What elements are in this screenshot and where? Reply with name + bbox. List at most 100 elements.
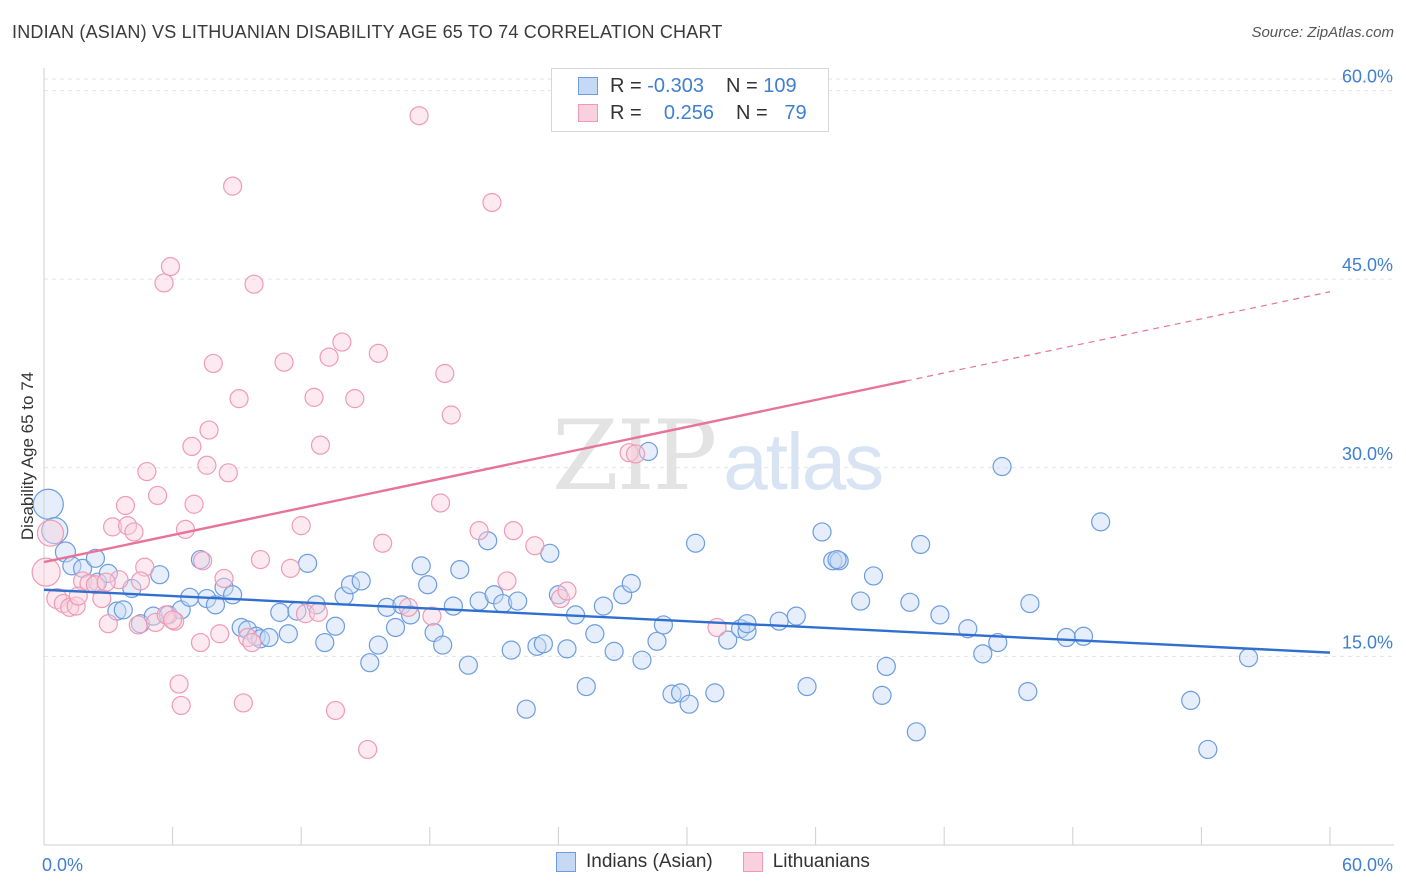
data-point (368, 635, 388, 655)
legend-item-lithuanians: Lithuanians (742, 851, 870, 873)
data-point (441, 405, 461, 425)
data-point (68, 586, 88, 606)
data-point (325, 616, 346, 636)
data-point (351, 571, 371, 591)
data-point (1238, 648, 1259, 668)
data-point (1018, 681, 1038, 702)
data-point (557, 581, 577, 601)
legend-n-label: N = (735, 101, 768, 124)
data-point (218, 463, 238, 483)
data-point (525, 536, 545, 556)
data-point (345, 389, 365, 409)
legend-swatch-blue (578, 77, 598, 95)
data-point (1091, 512, 1111, 532)
data-point (242, 632, 262, 653)
data-point (422, 606, 442, 626)
data-point (930, 605, 950, 625)
data-point (210, 624, 230, 644)
data-point (1181, 690, 1201, 711)
series-legend: Indians (Asian) Lithuanians (556, 851, 900, 873)
data-point (332, 332, 352, 352)
trend-line-lithuanians (43, 379, 906, 564)
data-point (593, 596, 614, 616)
data-point (270, 602, 290, 622)
data-point (797, 676, 817, 697)
data-point (214, 568, 234, 589)
data-point (223, 585, 243, 605)
data-point (171, 695, 191, 716)
data-point (184, 494, 204, 514)
data-point (175, 519, 196, 539)
y-tick-label: 60.0% (1342, 67, 1393, 87)
data-point (98, 614, 118, 634)
legend-item-label: Lithuanians (772, 851, 870, 872)
data-point (430, 493, 451, 513)
data-point (259, 627, 279, 648)
data-point (992, 456, 1012, 477)
data-point (647, 631, 667, 651)
x-tick-label-min: 0.0% (42, 855, 83, 875)
data-point (160, 257, 181, 277)
data-point (863, 566, 884, 586)
data-point (154, 273, 174, 293)
data-point (604, 641, 624, 661)
data-point (128, 615, 148, 635)
data-point (190, 632, 211, 653)
data-point (85, 548, 106, 568)
trend-line-indians-asian (43, 588, 1331, 654)
data-point (433, 635, 453, 655)
legend-row-indians-asian: R = -0.303 N = 109 (578, 73, 797, 99)
data-point (812, 522, 832, 542)
data-point (550, 588, 571, 609)
data-point (325, 700, 346, 721)
data-point (973, 644, 993, 664)
correlation-legend: R = -0.303 N = 109 R = 0.256 N = 79 (551, 68, 829, 132)
data-point (872, 685, 892, 705)
legend-n-label: N = (725, 74, 758, 97)
data-point (827, 549, 847, 570)
data-point (223, 176, 243, 196)
data-point (411, 556, 431, 576)
data-point (36, 519, 65, 547)
data-point (130, 571, 151, 591)
data-point (199, 420, 219, 440)
data-point (32, 488, 64, 520)
data-point (1056, 627, 1076, 648)
data-point (368, 343, 388, 363)
legend-n-value: 79 (784, 101, 807, 124)
data-point (193, 551, 213, 571)
data-point (197, 455, 217, 475)
data-point (102, 517, 123, 537)
data-point (632, 650, 652, 670)
gridlines (44, 78, 1394, 657)
legend-swatch-pink (742, 852, 763, 872)
data-point (31, 557, 61, 587)
data-point (482, 192, 502, 213)
y-tick-label: 30.0% (1342, 444, 1393, 464)
data-point (274, 352, 294, 372)
data-point (229, 389, 249, 409)
data-point (876, 656, 896, 677)
data-point (244, 274, 264, 294)
series-indians-asian-points (32, 441, 1259, 760)
data-point (786, 606, 806, 626)
data-point (443, 596, 463, 616)
data-point (705, 683, 725, 703)
data-point (298, 553, 318, 573)
data-point (625, 444, 646, 464)
data-point (310, 435, 331, 455)
source-label: Source: ZipAtlas.com (1251, 24, 1394, 41)
trend-line-lithuanians-extension (905, 291, 1331, 382)
data-point (1020, 593, 1040, 614)
data-point (340, 575, 361, 595)
chart-title: INDIAN (ASIAN) VS LITHUANIAN DISABILITY … (12, 22, 723, 42)
data-point (150, 565, 170, 585)
trend-lines (43, 291, 1331, 654)
legend-swatch-pink (578, 104, 598, 122)
data-point (113, 600, 133, 620)
legend-item-label: Indians (Asian) (586, 851, 713, 872)
data-point (360, 653, 380, 673)
data-point (418, 575, 438, 595)
data-point (458, 655, 478, 675)
